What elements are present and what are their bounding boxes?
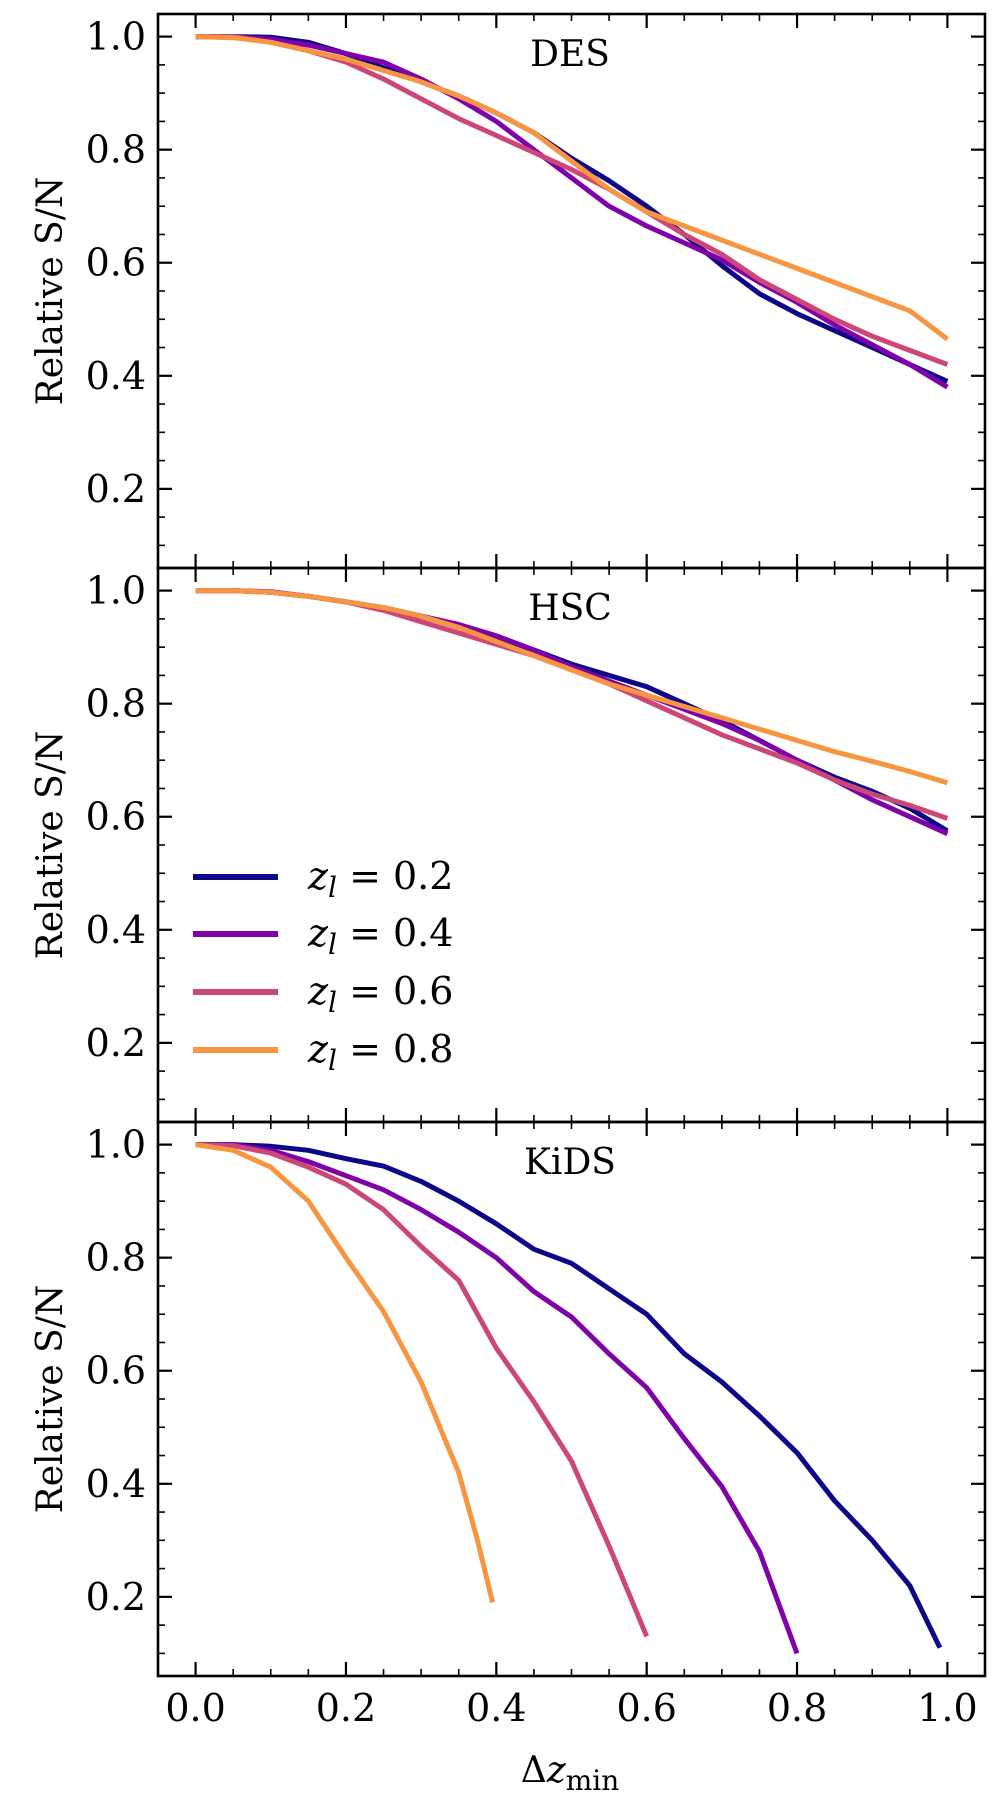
y-tick-label: 0.2 [86, 467, 146, 511]
series-line-0-6 [195, 34, 949, 367]
y-tick-label: 0.4 [86, 908, 146, 952]
y-tick-label: 1.0 [86, 569, 146, 613]
y-axis-label: Relative S/N [30, 1285, 71, 1514]
series-line-0-8 [195, 588, 949, 786]
panel-title: HSC [528, 588, 612, 629]
series-line-0-2 [195, 34, 949, 384]
legend-label: zl = 0.6 [307, 969, 453, 1019]
x-tick-label: 0.8 [767, 1686, 827, 1730]
x-tick-label: 0.6 [616, 1686, 676, 1730]
x-tick-label: 0.4 [466, 1686, 526, 1730]
legend-label: zl = 0.4 [307, 911, 453, 961]
panel-title: KiDS [524, 1142, 616, 1183]
x-axis-label: Δzmin [521, 1750, 620, 1797]
y-tick-label: 0.8 [86, 1236, 146, 1280]
y-tick-label: 0.6 [86, 795, 146, 839]
y-tick-label: 0.2 [86, 1021, 146, 1065]
series-line-0-8 [195, 1142, 496, 1604]
panel-des: 0.2 0.4 0.6 0.8 1.0 DES Relative S/N [30, 12, 987, 570]
y-tick-label: 0.2 [86, 1575, 146, 1619]
y-tick-label: 1.0 [86, 1123, 146, 1167]
x-tick-label: 0.2 [316, 1686, 376, 1730]
x-tick-label: 0.0 [165, 1686, 225, 1730]
plot-frame [156, 1120, 987, 1678]
legend-label: zl = 0.8 [307, 1027, 453, 1077]
panel-kids: 0.2 0.4 0.6 0.8 1.0 KiDS Relative S/N 0.0 0.2 0.4… [30, 1120, 987, 1797]
panel-title: DES [530, 34, 610, 75]
y-tick-label: 0.8 [86, 682, 146, 726]
series-line-0-2 [195, 1142, 943, 1649]
legend-label: zl = 0.2 [307, 854, 453, 904]
legend: zl = 0.2 zl = 0.4 zl = 0.6 zl = 0.8 [193, 854, 453, 1077]
series-line-0-4 [195, 34, 949, 390]
x-tick-label: 1.0 [917, 1686, 977, 1730]
y-tick-label: 0.8 [86, 128, 146, 172]
y-tick-label: 0.4 [86, 1462, 146, 1506]
y-tick-label: 0.6 [86, 1349, 146, 1393]
series-line-0-6 [195, 1142, 650, 1638]
series-line-0-8 [195, 34, 949, 342]
y-axis-label: Relative S/N [30, 731, 71, 960]
plot-frame [156, 566, 987, 1124]
y-tick-label: 0.6 [86, 241, 146, 285]
y-tick-label: 1.0 [86, 15, 146, 59]
y-axis-label: Relative S/N [30, 177, 71, 406]
y-tick-label: 0.4 [86, 354, 146, 398]
series-line-0-4 [195, 1142, 800, 1655]
